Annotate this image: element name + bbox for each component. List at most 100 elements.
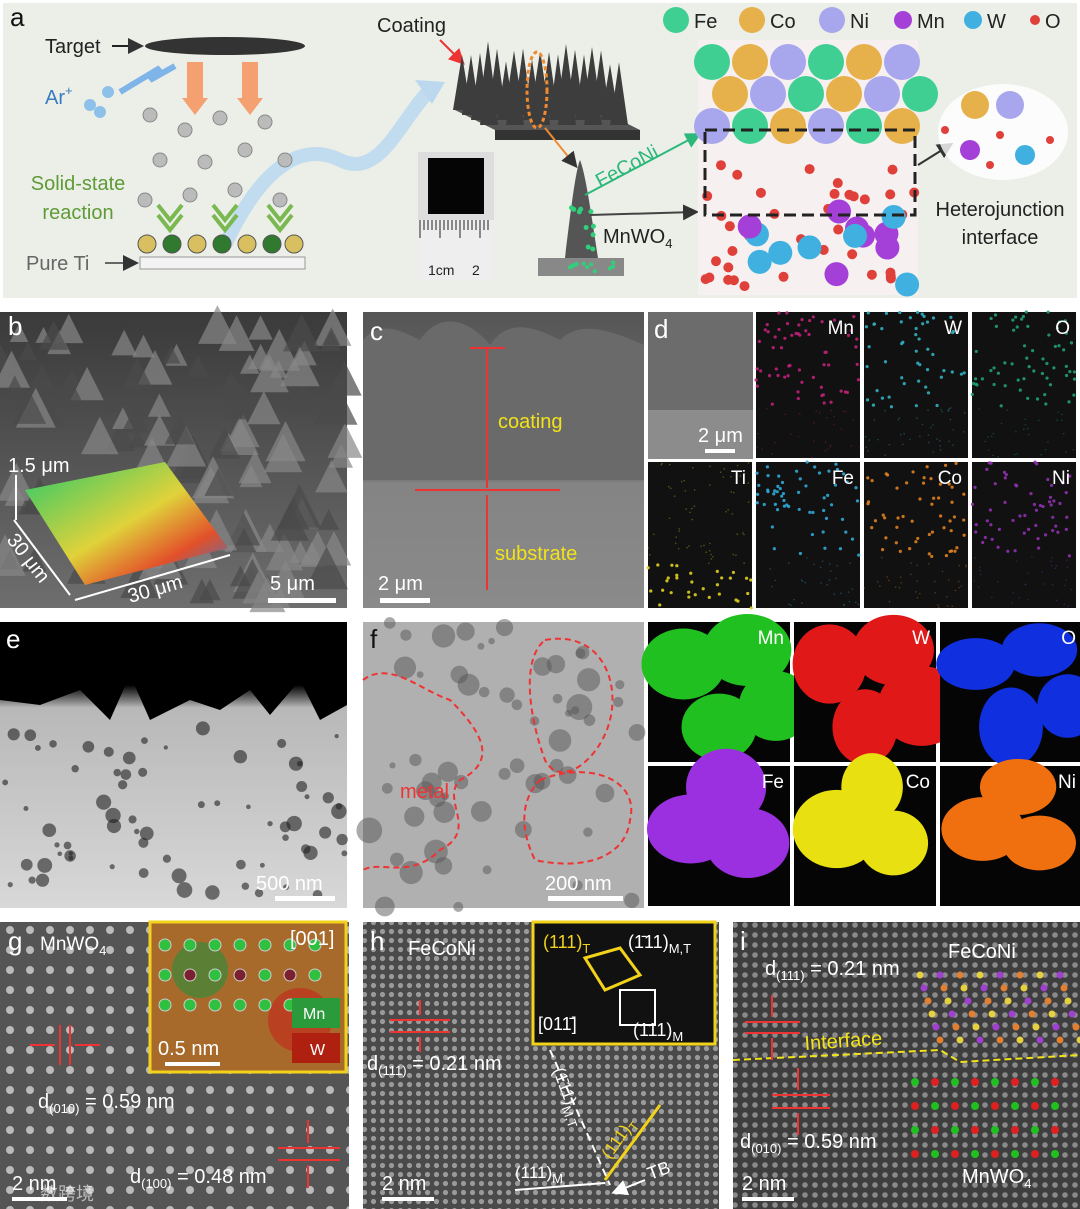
eds-dot [1066, 559, 1068, 562]
eds-dot [771, 346, 775, 350]
atom [283, 938, 297, 952]
atom [233, 938, 247, 952]
eds-dot [1072, 377, 1077, 381]
cone [164, 414, 195, 445]
eds-dot [865, 398, 870, 402]
eds-dot [991, 596, 993, 599]
atom [1000, 984, 1008, 992]
eds-dot [857, 553, 861, 557]
dot [590, 232, 596, 238]
process-arrow [415, 80, 445, 104]
eds-dot [997, 527, 1001, 531]
eds-dot [894, 586, 897, 589]
cone [0, 534, 26, 576]
eds-dot [1072, 370, 1077, 374]
grain [162, 854, 172, 863]
eds-dot [707, 595, 711, 600]
eds-dot [829, 503, 834, 507]
ruler-ticks [419, 220, 489, 238]
eds-dot [840, 517, 845, 521]
eds-dot [1022, 531, 1026, 535]
eds-dot [937, 606, 940, 609]
eds-dot [1025, 356, 1029, 360]
atom [1016, 971, 1024, 979]
eds-maps: Mn W O Fe Co Ni [641, 614, 1080, 906]
eds-dot [756, 492, 760, 496]
dot [590, 223, 596, 229]
atom [768, 240, 793, 265]
eds-dot [783, 375, 787, 379]
eds-dot [1040, 371, 1044, 376]
eds-dot [918, 497, 922, 501]
haadf-texture [356, 617, 646, 917]
eds-dot [941, 570, 944, 573]
sputter-atom [237, 142, 253, 158]
label: Pure Ti [26, 253, 89, 275]
atom [991, 1078, 999, 1086]
eds-dot [678, 530, 680, 532]
cone [4, 375, 26, 397]
scale-bar [12, 1197, 67, 1201]
eds-dot [746, 591, 750, 596]
eds-dot [914, 326, 918, 331]
label: = 0.59 nm [781, 1131, 876, 1153]
dot [610, 264, 615, 269]
eds-dot [947, 579, 950, 581]
eds-dot [766, 330, 770, 334]
eds-dot [747, 501, 750, 503]
scale-bar [742, 1197, 794, 1201]
cone [28, 363, 57, 392]
eds-dot [658, 603, 662, 607]
atom [1046, 136, 1054, 144]
eds-dot [1026, 572, 1029, 575]
fft-pattern [582, 946, 643, 992]
eds-dot [1022, 428, 1025, 430]
atom [739, 281, 750, 292]
atom [992, 1023, 1000, 1031]
eds-dot [765, 407, 768, 410]
legend-swatch [663, 7, 689, 33]
interface-box [703, 128, 917, 217]
label: = 0.21 nm [407, 1053, 502, 1075]
grain [282, 834, 289, 841]
eds-dot [850, 537, 855, 541]
eds-dot [930, 426, 932, 429]
eds-dot [833, 415, 835, 418]
grain [437, 761, 458, 782]
eds-dot [1015, 325, 1019, 329]
cone [242, 571, 275, 604]
eds-dot [826, 584, 828, 586]
eds-dot [895, 486, 899, 490]
eds-dot [770, 402, 774, 406]
eds-dot [1027, 433, 1030, 436]
grain [595, 783, 615, 803]
eds-dot [720, 576, 724, 580]
grain [233, 749, 248, 764]
eds-dot [993, 482, 997, 486]
legend-label: W [987, 11, 1006, 33]
eds-region [979, 758, 1057, 816]
eds-dot [989, 316, 993, 321]
atom [996, 1036, 1004, 1044]
twin-line [603, 1104, 662, 1181]
eds-dot [1054, 524, 1058, 528]
eds-dot [766, 473, 770, 478]
eds-dot [725, 510, 727, 513]
eds-dot [942, 526, 946, 530]
eds-dot [823, 546, 827, 550]
eds-dot [980, 377, 985, 381]
panel-letter: i [740, 926, 746, 956]
atom [1056, 971, 1064, 979]
eds-region [979, 687, 1043, 767]
eds-dot [876, 580, 879, 583]
eds-dot [790, 433, 792, 436]
substrate-layer [648, 410, 753, 459]
eds-dot [962, 431, 965, 433]
subscript: (111) [378, 1063, 406, 1078]
eds-dot [828, 579, 831, 581]
grain [572, 880, 583, 891]
eds-dot [761, 448, 763, 451]
eds-dot [883, 360, 888, 364]
grain [71, 764, 79, 773]
atom [755, 187, 766, 198]
